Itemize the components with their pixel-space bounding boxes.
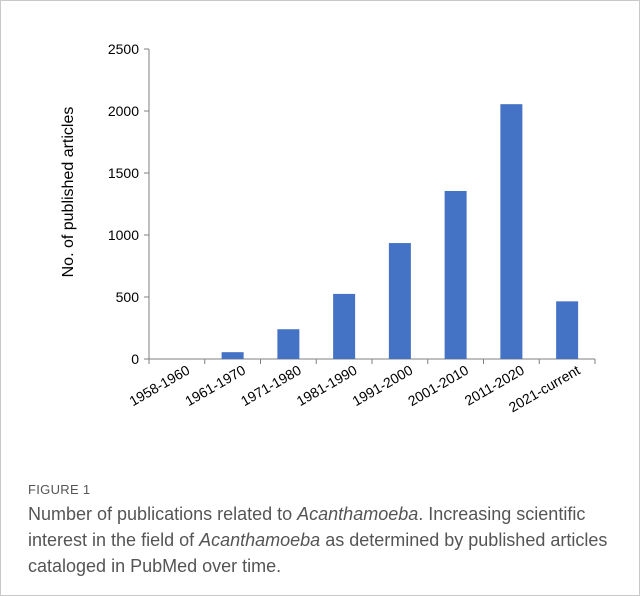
bar — [444, 190, 467, 359]
bar — [388, 243, 411, 359]
y-tick-label: 0 — [131, 351, 139, 367]
y-axis-label: No. of published articles — [60, 107, 77, 278]
chart-bars — [221, 104, 579, 360]
caption-text-part: as determined by published articles cata… — [28, 530, 608, 576]
caption-text-part: . Increasing scientific interest in the … — [28, 504, 586, 550]
bar — [221, 352, 244, 359]
bar-chart: 050010001500200025001958-19601961-197019… — [60, 41, 596, 415]
x-tick-label: 1961-1970 — [182, 362, 248, 409]
x-tick-label: 1971-1980 — [238, 362, 304, 409]
x-tick-label: 1981-1990 — [294, 362, 360, 409]
y-tick-label: 2000 — [108, 103, 139, 119]
caption-italic-term: Acanthamoeba — [199, 530, 321, 550]
x-tick-label: 1991-2000 — [349, 362, 415, 409]
x-tick-label: 2001-2010 — [405, 362, 471, 409]
bar — [500, 104, 523, 360]
figure-label: FIGURE 1 — [28, 482, 91, 497]
x-tick-label: 1958-1960 — [126, 362, 192, 409]
chart-axes — [148, 49, 595, 360]
bar — [333, 293, 356, 359]
y-tick-label: 2500 — [108, 41, 139, 57]
y-tick-label: 1000 — [108, 227, 139, 243]
figure-caption: Number of publications related to Acanth… — [28, 501, 618, 579]
y-tick-label: 1500 — [108, 165, 139, 181]
caption-text-part: Number of publications related to — [28, 504, 298, 524]
y-tick-label: 500 — [116, 289, 140, 305]
bar — [556, 301, 579, 359]
caption-italic-term: Acanthamoeba — [297, 504, 419, 524]
bar — [277, 329, 300, 359]
